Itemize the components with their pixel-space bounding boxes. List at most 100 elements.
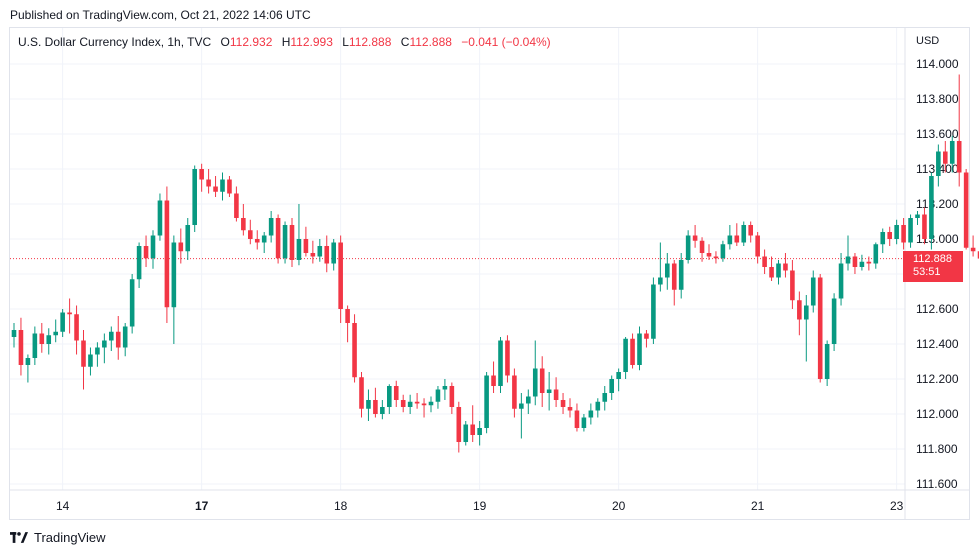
- candle-body: [790, 270, 795, 301]
- candle-up: [109, 326, 114, 351]
- x-tick-label: 18: [334, 499, 348, 513]
- candle-body: [387, 386, 392, 407]
- candle-body: [678, 260, 684, 290]
- candle-body: [491, 375, 496, 386]
- candle-up: [136, 242, 142, 288]
- candle-up: [595, 398, 601, 418]
- candle-body: [199, 169, 204, 180]
- candle-body: [804, 305, 809, 320]
- candle-body: [227, 179, 232, 194]
- candle-body: [936, 151, 941, 176]
- candle-up: [95, 342, 100, 367]
- candle-up: [60, 309, 65, 337]
- candle-body: [651, 284, 656, 339]
- tradingview-logo[interactable]: TradingView: [10, 530, 106, 545]
- candle-body: [665, 263, 670, 278]
- y-tick-label: 113.800: [916, 92, 959, 106]
- candle-body: [275, 218, 281, 259]
- candle-down: [352, 314, 357, 383]
- candle-body: [407, 401, 413, 407]
- candle-down: [943, 141, 948, 173]
- candle-up: [407, 394, 413, 414]
- candle-up: [602, 386, 608, 411]
- candle-body: [380, 407, 385, 414]
- candle-body: [241, 218, 246, 231]
- candle-body: [310, 253, 316, 257]
- candle-up: [317, 239, 323, 262]
- published-caption: Published on TradingView.com, Oct 21, 20…: [10, 8, 311, 22]
- candle-body: [442, 386, 448, 390]
- candle-down: [630, 333, 635, 369]
- candle-body: [512, 375, 517, 409]
- low-value: 112.888: [348, 35, 392, 49]
- candle-down: [539, 356, 545, 407]
- candle-down: [421, 398, 427, 418]
- candle-up: [268, 211, 274, 243]
- candle-body: [129, 279, 135, 327]
- x-axis: 14 17 18 19 20 21 23: [56, 499, 904, 513]
- candle-body: [963, 172, 969, 248]
- candle-up: [171, 235, 177, 344]
- candle-body: [553, 389, 559, 400]
- candle-body: [943, 151, 948, 164]
- x-tick-label: 20: [612, 499, 626, 513]
- candle-down: [713, 251, 719, 264]
- candle-body: [303, 239, 309, 253]
- candle-down: [164, 186, 170, 323]
- candle-body: [428, 401, 434, 406]
- candle-body: [602, 393, 608, 402]
- candle-body: [331, 242, 336, 264]
- candle-body: [345, 309, 350, 323]
- candle-body: [894, 225, 899, 239]
- candle-down: [922, 207, 927, 245]
- candle-body: [505, 340, 510, 376]
- candle-body: [616, 372, 621, 379]
- candle-down: [762, 249, 767, 274]
- y-tick-label: 113.200: [916, 197, 959, 211]
- candle-body: [477, 428, 482, 435]
- candle-body: [762, 256, 767, 267]
- candle-body: [929, 176, 934, 239]
- candle-down: [456, 401, 462, 453]
- candle-up: [616, 368, 621, 392]
- candle-body: [831, 298, 837, 344]
- candle-body: [115, 331, 121, 348]
- candle-up: [102, 333, 107, 364]
- candle-body: [171, 242, 177, 308]
- candle-body: [539, 368, 545, 393]
- candle-up: [588, 403, 594, 425]
- candle-down: [39, 323, 45, 353]
- candle-down: [115, 316, 121, 360]
- candle-body: [484, 375, 489, 428]
- candle-up: [609, 375, 614, 400]
- candle-up: [532, 340, 538, 406]
- x-tick-label: 23: [890, 499, 904, 513]
- candle-up: [915, 211, 920, 225]
- candle-down: [574, 403, 580, 432]
- candle-up: [741, 221, 747, 246]
- x-tick-label: 21: [751, 499, 765, 513]
- candle-body: [414, 401, 420, 404]
- candle-body: [873, 244, 879, 264]
- candle-up: [637, 326, 642, 371]
- candle-down: [901, 218, 906, 250]
- candle-body: [324, 246, 330, 264]
- candle-body: [658, 277, 663, 285]
- y-tick-label: 111.800: [916, 442, 958, 456]
- candle-up: [831, 293, 837, 351]
- candle-down: [143, 235, 149, 267]
- candles: [11, 74, 979, 453]
- candle-up: [810, 270, 816, 313]
- candle-body: [338, 242, 343, 309]
- candle-up: [880, 228, 886, 253]
- candle-up: [380, 400, 385, 420]
- candle-down: [692, 225, 698, 248]
- open-label: O: [220, 35, 230, 49]
- candle-up: [32, 326, 38, 365]
- candle-down: [248, 219, 253, 245]
- candle-down: [74, 305, 79, 355]
- candle-up: [845, 235, 851, 271]
- candle-up: [296, 204, 302, 266]
- candle-down: [963, 169, 969, 250]
